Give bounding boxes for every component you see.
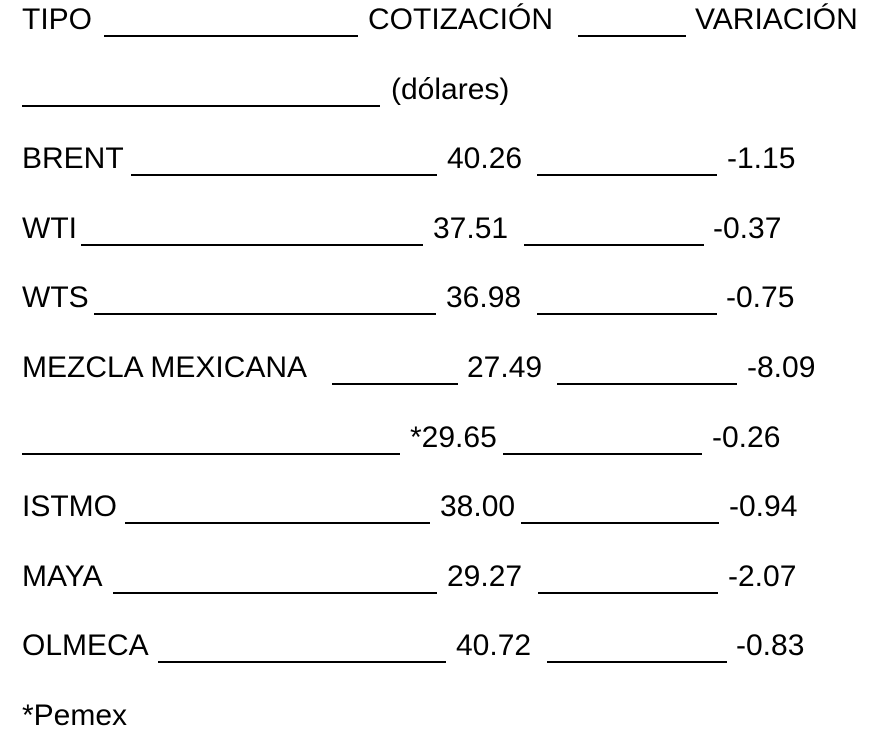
row-rule-1 bbox=[332, 383, 458, 385]
row-quote: 38.00 bbox=[440, 490, 516, 523]
row-quote: 37.51 bbox=[433, 212, 509, 245]
row-rule-1 bbox=[22, 453, 400, 455]
unit-label: (dólares) bbox=[391, 73, 510, 106]
table-row: WTS 36.98 -0.75 bbox=[0, 278, 885, 318]
table-row: ISTMO 38.00 -0.94 bbox=[0, 487, 885, 527]
header-quote: COTIZACIÓN bbox=[368, 3, 553, 36]
table-row: WTI 37.51 -0.37 bbox=[0, 209, 885, 249]
row-rule-2 bbox=[557, 383, 737, 385]
row-quote: 36.98 bbox=[446, 281, 522, 314]
row-rule-2 bbox=[538, 592, 718, 594]
row-rule-1 bbox=[131, 174, 437, 176]
row-rule-2 bbox=[537, 313, 717, 315]
row-quote: 27.49 bbox=[467, 351, 543, 384]
row-change: -0.26 bbox=[712, 421, 781, 454]
row-rule-1 bbox=[113, 592, 437, 594]
row-rule-1 bbox=[158, 661, 446, 663]
row-quote: 40.26 bbox=[447, 142, 523, 175]
row-change: -1.15 bbox=[727, 142, 796, 175]
row-type: ISTMO bbox=[22, 490, 117, 523]
header-rule-2 bbox=[578, 35, 686, 37]
row-change: -0.83 bbox=[736, 629, 805, 662]
row-rule-2 bbox=[547, 661, 727, 663]
table-row: MEZCLA MEXICANA 27.49 -8.09 bbox=[0, 348, 885, 388]
row-type: WTS bbox=[22, 281, 89, 314]
row-type: MEZCLA MEXICANA bbox=[22, 351, 308, 384]
footnote-line: *Pemex bbox=[0, 696, 885, 736]
row-type: BRENT bbox=[22, 142, 124, 175]
table-row: BRENT 40.26 -1.15 bbox=[0, 139, 885, 179]
footnote: *Pemex bbox=[22, 699, 128, 732]
row-rule-2 bbox=[521, 522, 719, 524]
unit-line: (dólares) bbox=[0, 70, 885, 110]
row-change: -8.09 bbox=[747, 351, 816, 384]
row-type: WTI bbox=[22, 212, 77, 245]
table-row: OLMECA 40.72 -0.83 bbox=[0, 626, 885, 666]
table-row: MAYA 29.27 -2.07 bbox=[0, 557, 885, 597]
row-change: -0.94 bbox=[729, 490, 798, 523]
row-rule-1 bbox=[94, 313, 436, 315]
header-type: TIPO bbox=[22, 3, 93, 36]
table-row: *29.65 -0.26 bbox=[0, 418, 885, 458]
header-rule-1 bbox=[104, 35, 358, 37]
row-rule-2 bbox=[537, 174, 717, 176]
unit-rule bbox=[22, 105, 380, 107]
row-rule-2 bbox=[503, 453, 702, 455]
header-line: TIPO COTIZACIÓN VARIACIÓN bbox=[0, 0, 885, 40]
header-change: VARIACIÓN bbox=[695, 3, 858, 36]
row-quote: 29.27 bbox=[447, 560, 523, 593]
row-quote: *29.65 bbox=[410, 421, 497, 454]
row-quote: 40.72 bbox=[456, 629, 532, 662]
row-change: -2.07 bbox=[728, 560, 797, 593]
row-type: MAYA bbox=[22, 560, 103, 593]
row-change: -0.37 bbox=[713, 212, 782, 245]
row-rule-1 bbox=[81, 244, 423, 246]
row-type: OLMECA bbox=[22, 629, 149, 662]
row-change: -0.75 bbox=[726, 281, 795, 314]
row-rule-2 bbox=[524, 244, 704, 246]
row-rule-1 bbox=[125, 522, 430, 524]
